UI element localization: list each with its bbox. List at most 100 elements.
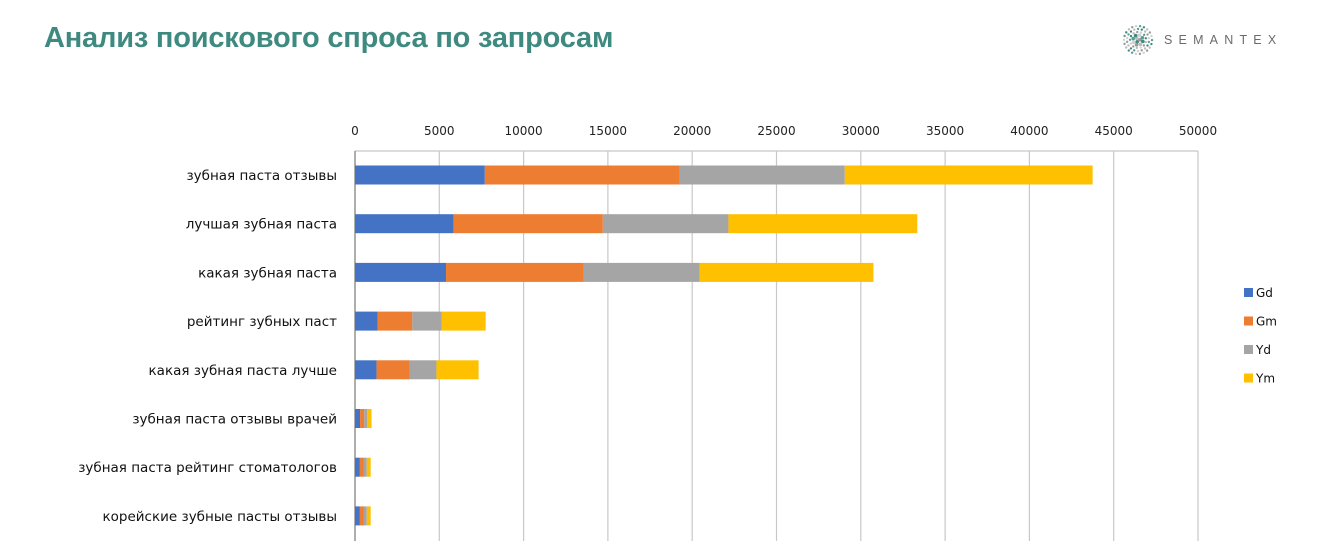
x-tick-label: 40000	[1010, 124, 1048, 138]
logo-dot	[1146, 44, 1149, 47]
bar-segment-ym	[844, 165, 1093, 185]
bar-segment-yd	[679, 165, 845, 185]
logo-dot	[1150, 38, 1154, 42]
bar-segment-gd	[355, 457, 360, 477]
bar-segment-ym	[436, 360, 479, 380]
logo-dot	[1125, 36, 1129, 40]
legend-swatch	[1244, 373, 1253, 383]
logo-dot	[1132, 49, 1136, 52]
logo-dot	[1147, 36, 1151, 40]
logo-dot	[1144, 37, 1148, 40]
bar-segment-yd	[602, 214, 729, 234]
bar-segment-ym	[441, 311, 486, 331]
bar-segment-gm	[484, 165, 680, 185]
x-axis-tick-labels: 0 5000 10000 15000 20000 25000 30000 35000 40000…	[351, 124, 1217, 138]
bar-segment-ym	[699, 262, 874, 282]
bar-segment-gm	[360, 409, 365, 428]
logo-dot	[1138, 24, 1142, 28]
bar-segment-gm	[376, 360, 410, 380]
x-tick-label: 0	[351, 124, 359, 138]
logo-dot	[1122, 38, 1126, 42]
logo-dot	[1130, 51, 1134, 54]
gridlines	[354, 150, 1199, 541]
bar-segment-gm	[377, 311, 413, 331]
logo-dot	[1140, 28, 1144, 31]
bar-segment-ym	[367, 409, 372, 428]
logo-dot	[1146, 33, 1149, 36]
logo-dot	[1142, 26, 1146, 29]
logo-dot	[1150, 34, 1153, 38]
bar-segment-gd	[355, 311, 378, 331]
bar-segment-yd	[412, 311, 442, 331]
logo-dot	[1136, 27, 1140, 31]
bar-segment-ym	[728, 214, 918, 234]
legend-label: Yd	[1255, 343, 1271, 357]
logo-dot	[1135, 40, 1139, 44]
logo-dot	[1138, 42, 1143, 47]
category-label: какая зубная паста лучше	[149, 363, 337, 379]
logo-dot	[1140, 35, 1145, 40]
logo-dot	[1125, 40, 1129, 44]
logo-dot	[1150, 42, 1153, 46]
legend-item-yd: Yd	[1244, 343, 1271, 357]
bar-segment-yd	[409, 360, 437, 380]
x-tick-label: 20000	[673, 124, 711, 138]
logo-dot	[1145, 49, 1149, 52]
logo-dot	[1131, 40, 1136, 45]
x-tick-label: 15000	[589, 124, 627, 138]
logo-dot	[1144, 40, 1147, 44]
logo-dot	[1135, 46, 1139, 50]
x-tick-label: 5000	[424, 124, 455, 138]
logo-dot	[1139, 31, 1143, 34]
logo-dot	[1147, 40, 1151, 44]
logo-dot	[1125, 31, 1128, 34]
category-label: корейские зубные пасты отзывы	[103, 509, 338, 525]
logo-dot	[1132, 32, 1135, 35]
logo-dot	[1127, 44, 1130, 47]
logo-dot	[1128, 38, 1132, 41]
bars	[355, 165, 1093, 526]
logo-dot	[1129, 42, 1133, 45]
x-tick-label: 25000	[757, 124, 795, 138]
logo-dot	[1135, 36, 1139, 41]
logo-dot	[1133, 33, 1138, 38]
logo-dot	[1124, 46, 1128, 49]
bar-segment-yd	[363, 506, 367, 526]
bar-segment-yd	[583, 262, 700, 282]
logo-dot	[1131, 26, 1134, 29]
logo-dot	[1129, 34, 1133, 38]
bar-segment-gd	[355, 262, 447, 282]
logo-dot	[1140, 39, 1145, 44]
logo-dot	[1123, 34, 1126, 38]
logo-dot	[1142, 44, 1146, 47]
legend-swatch	[1244, 288, 1253, 297]
bar-segment-gm	[359, 506, 364, 526]
category-label: лучшая зубная паста	[186, 217, 337, 233]
logo-dot	[1138, 52, 1142, 56]
legend-swatch	[1244, 316, 1253, 326]
logo-dot	[1148, 31, 1152, 34]
logo-dot	[1138, 38, 1142, 42]
logo-dot	[1134, 42, 1139, 47]
category-labels: зубная паста отзывы лучшая зубная паста ка…	[78, 168, 337, 525]
logo-dot	[1127, 49, 1130, 52]
logo-dot	[1143, 47, 1147, 50]
legend-swatch	[1244, 345, 1253, 354]
category-label: рейтинг зубных паст	[187, 314, 337, 330]
x-tick-label: 30000	[842, 124, 880, 138]
logo-dot	[1129, 47, 1133, 50]
logo-dot	[1127, 28, 1131, 31]
legend-item-gm: Gm	[1244, 315, 1277, 329]
bar-segment-gd	[355, 165, 485, 185]
bar-segment-gd	[355, 409, 361, 428]
bar-segment-gm	[359, 457, 364, 477]
dotted-sphere-icon	[1122, 24, 1154, 56]
x-tick-label: 45000	[1095, 124, 1133, 138]
category-label: зубная паста отзывы	[186, 168, 337, 184]
bar-segment-gm	[453, 214, 603, 234]
x-tick-label: 10000	[505, 124, 543, 138]
legend-label: Gd	[1256, 286, 1273, 300]
legend: Gd Gm Yd Ym	[1244, 286, 1277, 386]
bar-segment-gm	[446, 262, 584, 282]
